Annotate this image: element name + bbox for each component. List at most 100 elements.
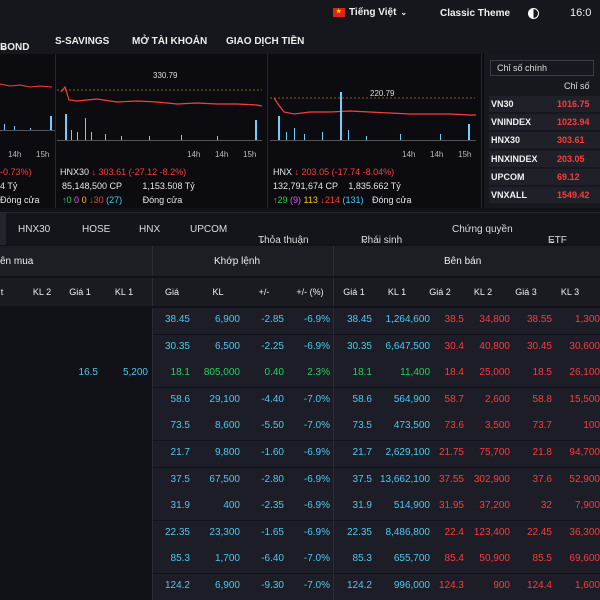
table-cell-price: 124.2 bbox=[164, 580, 190, 591]
table-cell-sk3: 94,700 bbox=[569, 447, 600, 458]
tick-label: 15h bbox=[243, 150, 257, 159]
dark-mode-toggle-icon[interactable] bbox=[528, 8, 539, 19]
theme-label: Classic Theme bbox=[440, 8, 511, 19]
index-panel-clipped[interactable]: 14h 15h -0.73%) 4 Tỷ Đóng cửa bbox=[0, 54, 56, 208]
row-background bbox=[153, 520, 333, 547]
main-indices-tab[interactable]: Chỉ số chính bbox=[490, 60, 594, 76]
nav-item-s-savings[interactable]: S-SAVINGS bbox=[55, 36, 110, 47]
theme-selector[interactable]: Classic Theme bbox=[440, 8, 510, 19]
index-panel-hnx[interactable]: 220.79 14h 14h 15h HNX ↓ 203.05 (-17.74 … bbox=[270, 54, 482, 208]
language-label: Tiếng Việt bbox=[349, 7, 397, 18]
index-summary-row[interactable]: VNXALL 1549.42 bbox=[489, 187, 600, 203]
index-summary-row[interactable]: VNINDEX 1023.94 bbox=[489, 114, 600, 131]
table-row[interactable]: 38.45 6,900 -2.85 -6.9% 38.45 1,264,600 38.5 34… bbox=[0, 308, 600, 334]
table-cell-s3: 32 bbox=[540, 500, 552, 512]
table-row[interactable]: 22.35 23,300 -1.65 -6.9% 22.35 8,486,800 22.4 1… bbox=[0, 520, 600, 547]
table-cell-price: 30.35 bbox=[164, 340, 190, 352]
tab-warrants[interactable]: Chứng quyền bbox=[452, 224, 513, 235]
table-cell-sk1: 473,500 bbox=[393, 420, 430, 432]
table-cell-sk1: 996,000 bbox=[393, 580, 430, 591]
table-cell-price: 31.9 bbox=[170, 500, 190, 512]
table-cell-s2: 58.7 bbox=[444, 393, 464, 405]
table-cell-vol: 805,000 bbox=[203, 367, 240, 379]
table-cell-pct: -6.9% bbox=[303, 340, 330, 352]
column-header[interactable]: KL 1 bbox=[114, 287, 134, 297]
table-cell-pct: -6.9% bbox=[303, 526, 330, 538]
column-header[interactable]: +/- (%) bbox=[296, 287, 324, 297]
tick-label: 14h bbox=[8, 150, 22, 159]
table-cell-s3: 21.8 bbox=[532, 447, 552, 458]
table-cell-sk1: 514,900 bbox=[393, 500, 430, 512]
index-summary-row[interactable]: HNX30 303.61 bbox=[489, 132, 600, 149]
price-board-rows: 38.45 6,900 -2.85 -6.9% 38.45 1,264,600 38.5 34… bbox=[0, 308, 600, 600]
row-background bbox=[153, 361, 333, 388]
market-status: Đóng cửa bbox=[372, 195, 412, 205]
tab-hnx[interactable]: HNX bbox=[139, 224, 161, 235]
table-cell-sk3: 52,900 bbox=[569, 473, 600, 485]
index-summary-row[interactable]: HNXINDEX 203.05 bbox=[489, 150, 600, 167]
row-background bbox=[153, 547, 333, 574]
board-tabs: HNX30 HOSE HNX UPCOM Thỏa thuận ⌄ Phái s… bbox=[0, 212, 600, 246]
index-panel-hnx30[interactable]: 330.79 14h 14h 15h HNX30 ↓ 303.61 (-27.1… bbox=[57, 54, 268, 208]
column-header[interactable]: t bbox=[0, 287, 4, 297]
table-cell-s3: 58.8 bbox=[532, 393, 552, 405]
table-cell-s3: 124.4 bbox=[526, 580, 552, 591]
table-cell-sk3: 7,900 bbox=[574, 500, 600, 512]
index-change: (-17.74 -8.04%) bbox=[331, 167, 395, 177]
table-row[interactable]: 21.7 9,800 -1.60 -6.9% 21.7 2,629,100 21.75 75,… bbox=[0, 441, 600, 467]
column-header[interactable]: Giá bbox=[164, 287, 179, 297]
table-cell-sk2: 900 bbox=[493, 580, 510, 591]
table-row[interactable]: 5,200 16.5 18.1 805,000 0.40 2.3% 18.1 11,400 18… bbox=[0, 361, 600, 388]
floor-count: (131) bbox=[342, 195, 364, 205]
tab-hnx30[interactable]: HNX30 bbox=[18, 224, 51, 235]
column-header[interactable]: KL 2 bbox=[32, 287, 52, 297]
column-header[interactable]: Giá 3 bbox=[515, 287, 537, 297]
table-cell-price: 37.5 bbox=[170, 473, 190, 485]
column-header[interactable]: KL 3 bbox=[560, 287, 580, 297]
table-cell-pct: -7.0% bbox=[303, 580, 330, 591]
table-cell-sk2: 3,500 bbox=[484, 420, 510, 432]
table-cell-sk3: 30,600 bbox=[569, 340, 600, 352]
table-row[interactable]: 73.5 8,600 -5.50 -7.0% 73.5 473,500 73.6 3,500 7… bbox=[0, 414, 600, 441]
column-header[interactable]: KL 2 bbox=[473, 287, 493, 297]
column-header[interactable]: KL bbox=[212, 287, 224, 297]
table-cell-vol: 6,900 bbox=[214, 314, 240, 325]
column-header[interactable]: Giá 1 bbox=[69, 287, 91, 297]
index-summary-row[interactable]: VN30 1016.75 bbox=[489, 96, 600, 112]
table-cell-s1: 58.6 bbox=[352, 393, 372, 405]
nav-item-open-account[interactable]: MỞ TÀI KHOẢN bbox=[132, 36, 208, 47]
tab-upcom[interactable]: UPCOM bbox=[190, 224, 228, 235]
table-cell-chg: -1.65 bbox=[261, 526, 284, 538]
table-row[interactable]: 30.35 6,500 -2.25 -6.9% 30.35 6,647,500 30.4 40… bbox=[0, 334, 600, 361]
index-value: 203.05 bbox=[301, 167, 330, 177]
table-cell-sk1: 2,629,100 bbox=[385, 447, 431, 458]
table-row[interactable]: 37.5 67,500 -2.80 -6.9% 37.5 13,662,100 37.55 3… bbox=[0, 467, 600, 494]
tab-hose[interactable]: HOSE bbox=[82, 224, 111, 235]
index-value-traded: 1,153.508 Tỷ bbox=[142, 181, 195, 191]
price-board-column-header: t KL 2 Giá 1 KL 1 Giá KL +/- +/- (%) Giá 1 KL 1 Gi… bbox=[0, 278, 600, 306]
nav-item-label: BOND bbox=[0, 42, 30, 53]
row-background bbox=[334, 441, 600, 467]
table-cell-price: 85.3 bbox=[170, 553, 190, 565]
column-header[interactable]: KL 1 bbox=[387, 287, 407, 297]
table-row[interactable]: 31.9 400 -2.35 -6.9% 31.9 514,900 31.95 37,200 3… bbox=[0, 494, 600, 521]
table-row[interactable]: 85.3 1,700 -6.40 -7.0% 85.3 655,700 85.4 50,900… bbox=[0, 547, 600, 574]
table-cell-vol: 23,300 bbox=[209, 526, 240, 538]
market-status: Đóng cửa bbox=[0, 195, 40, 205]
chart-peak-label: 330.79 bbox=[153, 71, 178, 80]
column-header[interactable]: +/- bbox=[258, 287, 270, 297]
table-row[interactable]: 124.2 6,900 -9.30 -7.0% 124.2 996,000 124.3 900… bbox=[0, 574, 600, 600]
table-cell-chg: -2.80 bbox=[261, 473, 284, 485]
nav-item-money-transaction[interactable]: GIAO DỊCH TIỀN bbox=[226, 36, 305, 47]
index-summary-row[interactable]: UPCOM 69.12 bbox=[489, 168, 600, 185]
table-row[interactable]: 58.6 29,100 -4.40 -7.0% 58.6 564,900 58.7 2,600… bbox=[0, 387, 600, 414]
language-selector[interactable]: Tiếng Việt ⌄ bbox=[333, 7, 407, 18]
column-divider bbox=[152, 246, 153, 276]
down-arrow-icon: ↓ bbox=[294, 167, 300, 177]
table-cell-sk3: 69,600 bbox=[569, 553, 600, 565]
column-header[interactable]: Giá 1 bbox=[343, 287, 365, 297]
row-background bbox=[334, 308, 600, 334]
table-cell-s1: 31.9 bbox=[352, 500, 372, 512]
column-header[interactable]: Giá 2 bbox=[429, 287, 451, 297]
table-cell-s3: 30.45 bbox=[526, 340, 552, 352]
